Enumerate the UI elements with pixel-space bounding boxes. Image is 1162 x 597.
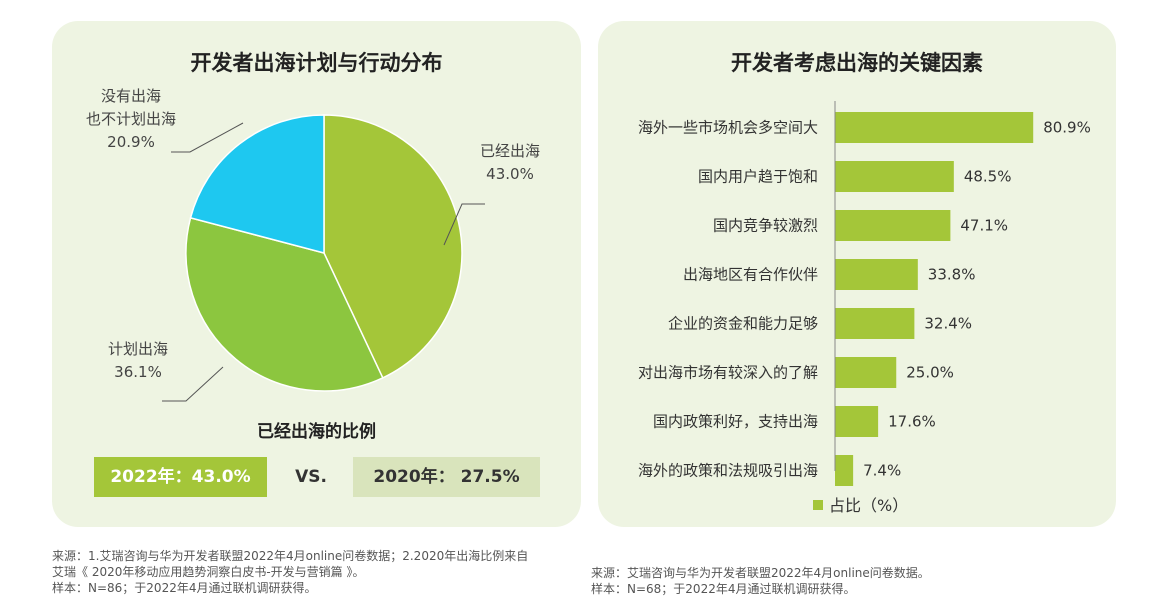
pie-chart-title: 开发者出海计划与行动分布 <box>190 51 443 75</box>
overseas-ratio-title: 已经出海的比例 <box>257 422 376 442</box>
pie-label-planning: 计划出海 36.1% <box>108 340 169 381</box>
pie-slice-already <box>323 114 463 379</box>
bar <box>835 406 879 437</box>
leader-line-planning <box>162 366 224 402</box>
bar-value-label: 80.9% <box>1043 119 1091 137</box>
left-source-note: 来源：1.艾瑞咨询与华为开发者联盟2022年4月online问卷数据；2.202… <box>52 549 529 595</box>
bar-value-label: 48.5% <box>964 168 1012 186</box>
pie-slice-planning <box>185 216 384 392</box>
vs-label: VS. <box>295 467 327 487</box>
bar-category-label: 国内政策利好，支持出海 <box>653 413 818 431</box>
bar-value-label: 7.4% <box>863 462 901 480</box>
bar <box>835 259 918 290</box>
ratio-2022-box: 2022年：43.0% <box>94 457 267 497</box>
bar-chart: 海外一些市场机会多空间大 80.9% 国内用户趋于饱和 48.5% 国内竞争较激烈 47.… <box>638 101 1091 486</box>
bar <box>835 357 897 388</box>
bar-category-label: 出海地区有合作伙伴 <box>683 266 818 284</box>
pie-label-not-going: 没有出海 也不计划出海 20.9% <box>86 87 177 151</box>
bar-category-label: 对出海市场有较深入的了解 <box>638 364 818 382</box>
bar-legend: 占比（%） <box>813 492 908 516</box>
bar-category-label: 国内用户趋于饱和 <box>698 168 818 186</box>
bar-category-label: 海外一些市场机会多空间大 <box>638 119 818 137</box>
ratio-2020-box: 2020年： 27.5% <box>353 457 540 497</box>
bar-category-label: 海外的政策和法规吸引出海 <box>638 462 818 480</box>
key-factors-panel: 开发者考虑出海的关键因素 海外一些市场机会多空间大 80.9% 国内用户趋于饱和 48… <box>598 21 1116 527</box>
pie-chart <box>162 114 485 402</box>
bar-chart-title: 开发者考虑出海的关键因素 <box>731 51 983 75</box>
pie-slice-not-going <box>189 114 325 254</box>
bar <box>835 455 854 486</box>
bar-value-label: 25.0% <box>906 364 954 382</box>
leader-line-not-going <box>171 122 244 153</box>
bar <box>835 308 915 339</box>
bar-value-label: 32.4% <box>924 315 972 333</box>
right-source-note: 来源：艾瑞咨询与华为开发者联盟2022年4月online问卷数据。 样本：N=6… <box>591 566 930 596</box>
plan-distribution-panel: 开发者出海计划与行动分布 没有出海 也不计划出海 20.9% 已经出海 43.0… <box>52 21 581 527</box>
pie-label-already: 已经出海 43.0% <box>480 142 541 183</box>
bar-value-label: 47.1% <box>960 217 1008 235</box>
bar-category-label: 国内竞争较激烈 <box>713 217 818 235</box>
bar-value-label: 33.8% <box>928 266 976 284</box>
bar-value-label: 17.6% <box>888 413 936 431</box>
legend-swatch-icon <box>813 500 823 510</box>
bar-category-label: 企业的资金和能力足够 <box>668 315 818 333</box>
leader-line-already <box>443 203 485 246</box>
bar <box>835 112 1034 143</box>
bar <box>835 210 951 241</box>
bar <box>835 161 954 192</box>
